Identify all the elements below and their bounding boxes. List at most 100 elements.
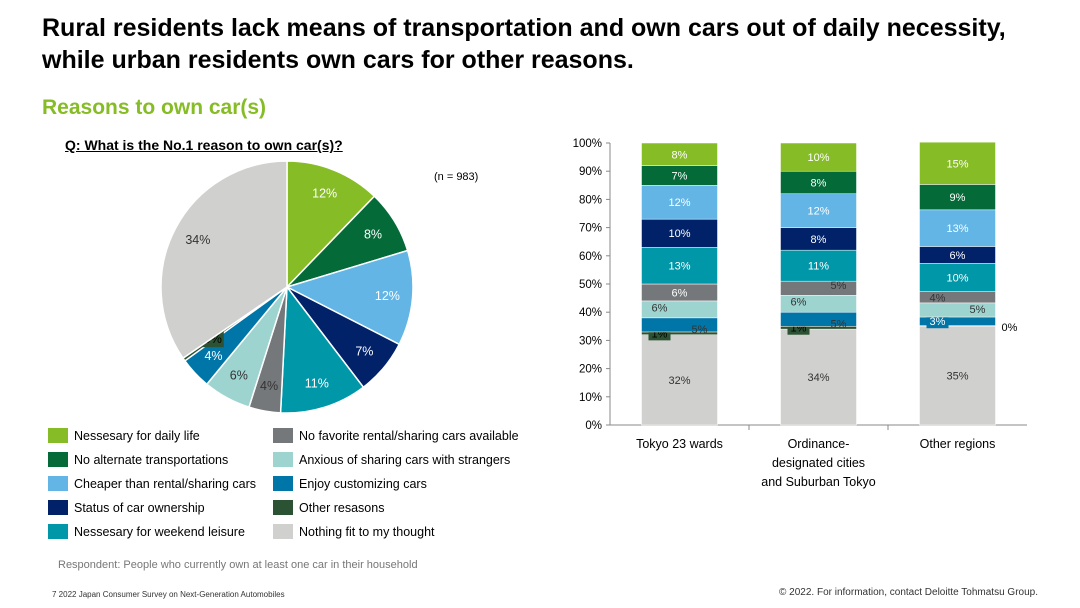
legend-item-custom: Enjoy customizing cars — [273, 476, 427, 491]
y-tick-label: 20% — [579, 364, 602, 376]
pie-label-daily: 12% — [312, 187, 337, 201]
footer-copyright: © 2022. For information, contact Deloitt… — [779, 587, 1038, 598]
legend-swatch — [48, 476, 68, 491]
y-tick-label: 70% — [579, 223, 602, 235]
legend-item-weekend: Nessesary for weekend leisure — [48, 524, 245, 539]
legend-item-nofav: No favorite rental/sharing cars availabl… — [273, 428, 519, 443]
bar-label-nothing: 35% — [946, 371, 968, 383]
legend-label: Nothing fit to my thought — [299, 524, 435, 539]
legend-item-daily: Nessesary for daily life — [48, 428, 200, 443]
bar-label-custom: 5% — [831, 318, 847, 330]
footer-source: 7 2022 Japan Consumer Survey on Next-Gen… — [52, 590, 285, 599]
y-tick-label: 0% — [585, 420, 602, 432]
bar-label-noalt: 7% — [672, 170, 688, 182]
bar-segment-status — [641, 218, 718, 248]
legend-label: Nessesary for daily life — [74, 428, 200, 443]
legend-swatch — [48, 452, 68, 467]
bar-segment-weekend — [780, 249, 857, 282]
legend-label: Other resasons — [299, 500, 385, 515]
x-category-label: designated cities — [772, 456, 865, 470]
bar-label-anxious: 6% — [652, 302, 668, 314]
legend-swatch — [48, 428, 68, 443]
legend-swatch — [273, 428, 293, 443]
legend-swatch — [273, 524, 293, 539]
bar-label-status: 8% — [811, 234, 827, 246]
stacked-bar-chart: 0%10%20%30%40%50%60%70%80%90%100%32%1% 5%… — [573, 138, 1027, 489]
page-title: Rural residents lack means of transporta… — [42, 14, 1006, 74]
section-subtitle: Reasons to own car(s) — [42, 96, 267, 119]
legend-item-other: Other resasons — [273, 500, 384, 515]
pie-label-status: 7% — [355, 345, 373, 359]
pie-slice-cheaper — [285, 249, 414, 346]
x-category-label: and Suburban Tokyo — [761, 475, 875, 489]
bar-segment-cheaper — [641, 185, 718, 220]
legend-swatch — [48, 524, 68, 539]
bar-segment-nothing — [780, 328, 857, 426]
pie-label-weekend: 11% — [305, 376, 329, 390]
pie-slice-nothing — [160, 160, 288, 360]
bar-segment-daily — [780, 142, 857, 172]
legend-item-noalt: No alternate transportations — [48, 452, 228, 467]
pie-label-noalt: 8% — [364, 227, 382, 241]
y-tick-label: 50% — [579, 279, 602, 291]
y-tick-label: 60% — [579, 251, 602, 263]
legend-label: Anxious of sharing cars with strangers — [299, 452, 511, 467]
bar-segment-cheaper — [780, 193, 857, 228]
legend-label: Status of car ownership — [74, 500, 205, 515]
bar-label-daily: 10% — [807, 152, 829, 164]
pie-label-nothing: 34% — [185, 233, 210, 247]
respondent-note: Respondent: People who currently own at … — [58, 559, 418, 571]
legend-label: Enjoy customizing cars — [299, 476, 427, 491]
bar-segment-weekend — [641, 247, 718, 285]
legend-swatch — [273, 476, 293, 491]
y-tick-label: 10% — [579, 392, 602, 404]
sample-size-label: (n = 983) — [434, 171, 479, 183]
legend-label: Cheaper than rental/sharing cars — [74, 476, 257, 491]
pie-label-cheaper: 12% — [375, 289, 400, 303]
bar-segment-nothing — [641, 334, 718, 426]
bar-segment-cheaper — [919, 209, 996, 247]
x-category-label: Tokyo 23 wards — [636, 437, 723, 451]
pie-label-custom: 4% — [204, 349, 222, 363]
bar-label-daily: 15% — [946, 158, 968, 170]
pie-slice-weekend — [279, 284, 365, 414]
bar-label-nofav: 6% — [672, 287, 688, 299]
pie-slice-daily — [286, 160, 376, 289]
legend-item-status: Status of car ownership — [48, 500, 205, 515]
y-tick-label: 80% — [579, 194, 602, 206]
bar-label-status: 6% — [950, 250, 966, 262]
legend-swatch — [273, 500, 293, 515]
pie-label-anxious: 6% — [230, 369, 248, 383]
bar-label-custom: 5% — [692, 324, 708, 336]
bar-label-custom: 3% — [930, 316, 946, 328]
bar-label-nothing: 32% — [668, 375, 690, 387]
x-category-label: Other regions — [920, 437, 996, 451]
legend-swatch — [273, 452, 293, 467]
bar-label-daily: 8% — [672, 149, 688, 161]
bar-label-weekend: 10% — [946, 273, 968, 285]
legend-item-anxious: Anxious of sharing cars with strangers — [273, 452, 510, 467]
bar-segment-noalt — [919, 184, 996, 211]
y-tick-label: 90% — [579, 166, 602, 178]
bar-label-nofav: 5% — [831, 280, 847, 292]
bar-label-cheaper: 13% — [946, 223, 968, 235]
bar-label-status: 10% — [668, 228, 690, 240]
legend-swatch — [48, 500, 68, 515]
bar-label-weekend: 13% — [668, 261, 690, 273]
survey-question: Q: What is the No.1 reason to own car(s)… — [65, 137, 343, 153]
x-category-label: Ordinance- — [788, 437, 850, 451]
bar-label-nofav: 4% — [930, 292, 946, 304]
bar-label-anxious: 6% — [791, 297, 807, 309]
y-tick-label: 40% — [579, 307, 602, 319]
y-tick-label: 100% — [573, 138, 602, 150]
bar-label-cheaper: 12% — [807, 206, 829, 218]
bar-label-nothing: 34% — [807, 372, 829, 384]
bar-label-other: 0% — [1002, 322, 1018, 334]
bar-segment-weekend — [919, 263, 996, 292]
y-tick-label: 30% — [579, 335, 602, 347]
bar-label-noalt: 9% — [950, 192, 966, 204]
legend-item-nothing: Nothing fit to my thought — [273, 524, 435, 539]
bar-label-anxious: 5% — [970, 304, 986, 316]
bar-segment-daily — [641, 142, 718, 166]
